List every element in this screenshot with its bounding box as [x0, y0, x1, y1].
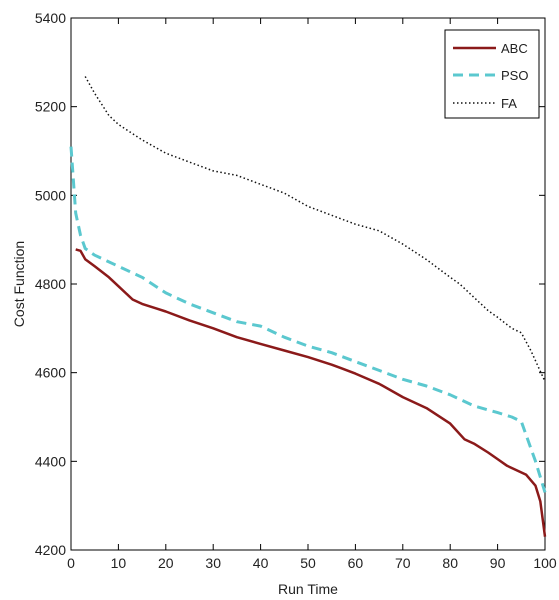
x-axis: 0 10 20 30 40 50 60 70 80 90 100: [67, 18, 557, 571]
series-line-fa: [84, 76, 546, 382]
series-group: [69, 76, 547, 537]
y-tick-label: 5000: [35, 187, 66, 203]
y-tick-label: 4400: [35, 453, 66, 469]
x-tick-label: 30: [205, 555, 221, 571]
x-tick-label: 50: [300, 555, 316, 571]
y-tick-label: 4200: [35, 542, 66, 558]
legend-label-pso: PSO: [501, 68, 528, 83]
y-tick-label: 4800: [35, 276, 66, 292]
x-tick-label: 60: [348, 555, 364, 571]
y-tick-label: 4600: [35, 365, 66, 381]
x-tick-label: 90: [490, 555, 506, 571]
y-axis-label: Cost Function: [11, 241, 27, 327]
x-axis-label: Run Time: [278, 581, 338, 597]
x-tick-label: 40: [253, 555, 269, 571]
y-tick-label: 5200: [35, 99, 66, 115]
x-tick-label: 0: [67, 555, 75, 571]
y-tick-label: 5400: [35, 10, 66, 26]
x-tick-label: 100: [533, 555, 557, 571]
x-tick-label: 20: [158, 555, 174, 571]
x-tick-label: 80: [442, 555, 458, 571]
legend: ABC PSO FA: [444, 29, 540, 119]
series-line-abc: [75, 248, 547, 537]
legend-label-fa: FA: [501, 96, 517, 111]
y-axis: 4200 4400 4600 4800 5000 5200 5400: [35, 10, 545, 558]
legend-label-abc: ABC: [501, 41, 528, 56]
x-tick-label: 10: [111, 555, 127, 571]
x-tick-label: 70: [395, 555, 411, 571]
